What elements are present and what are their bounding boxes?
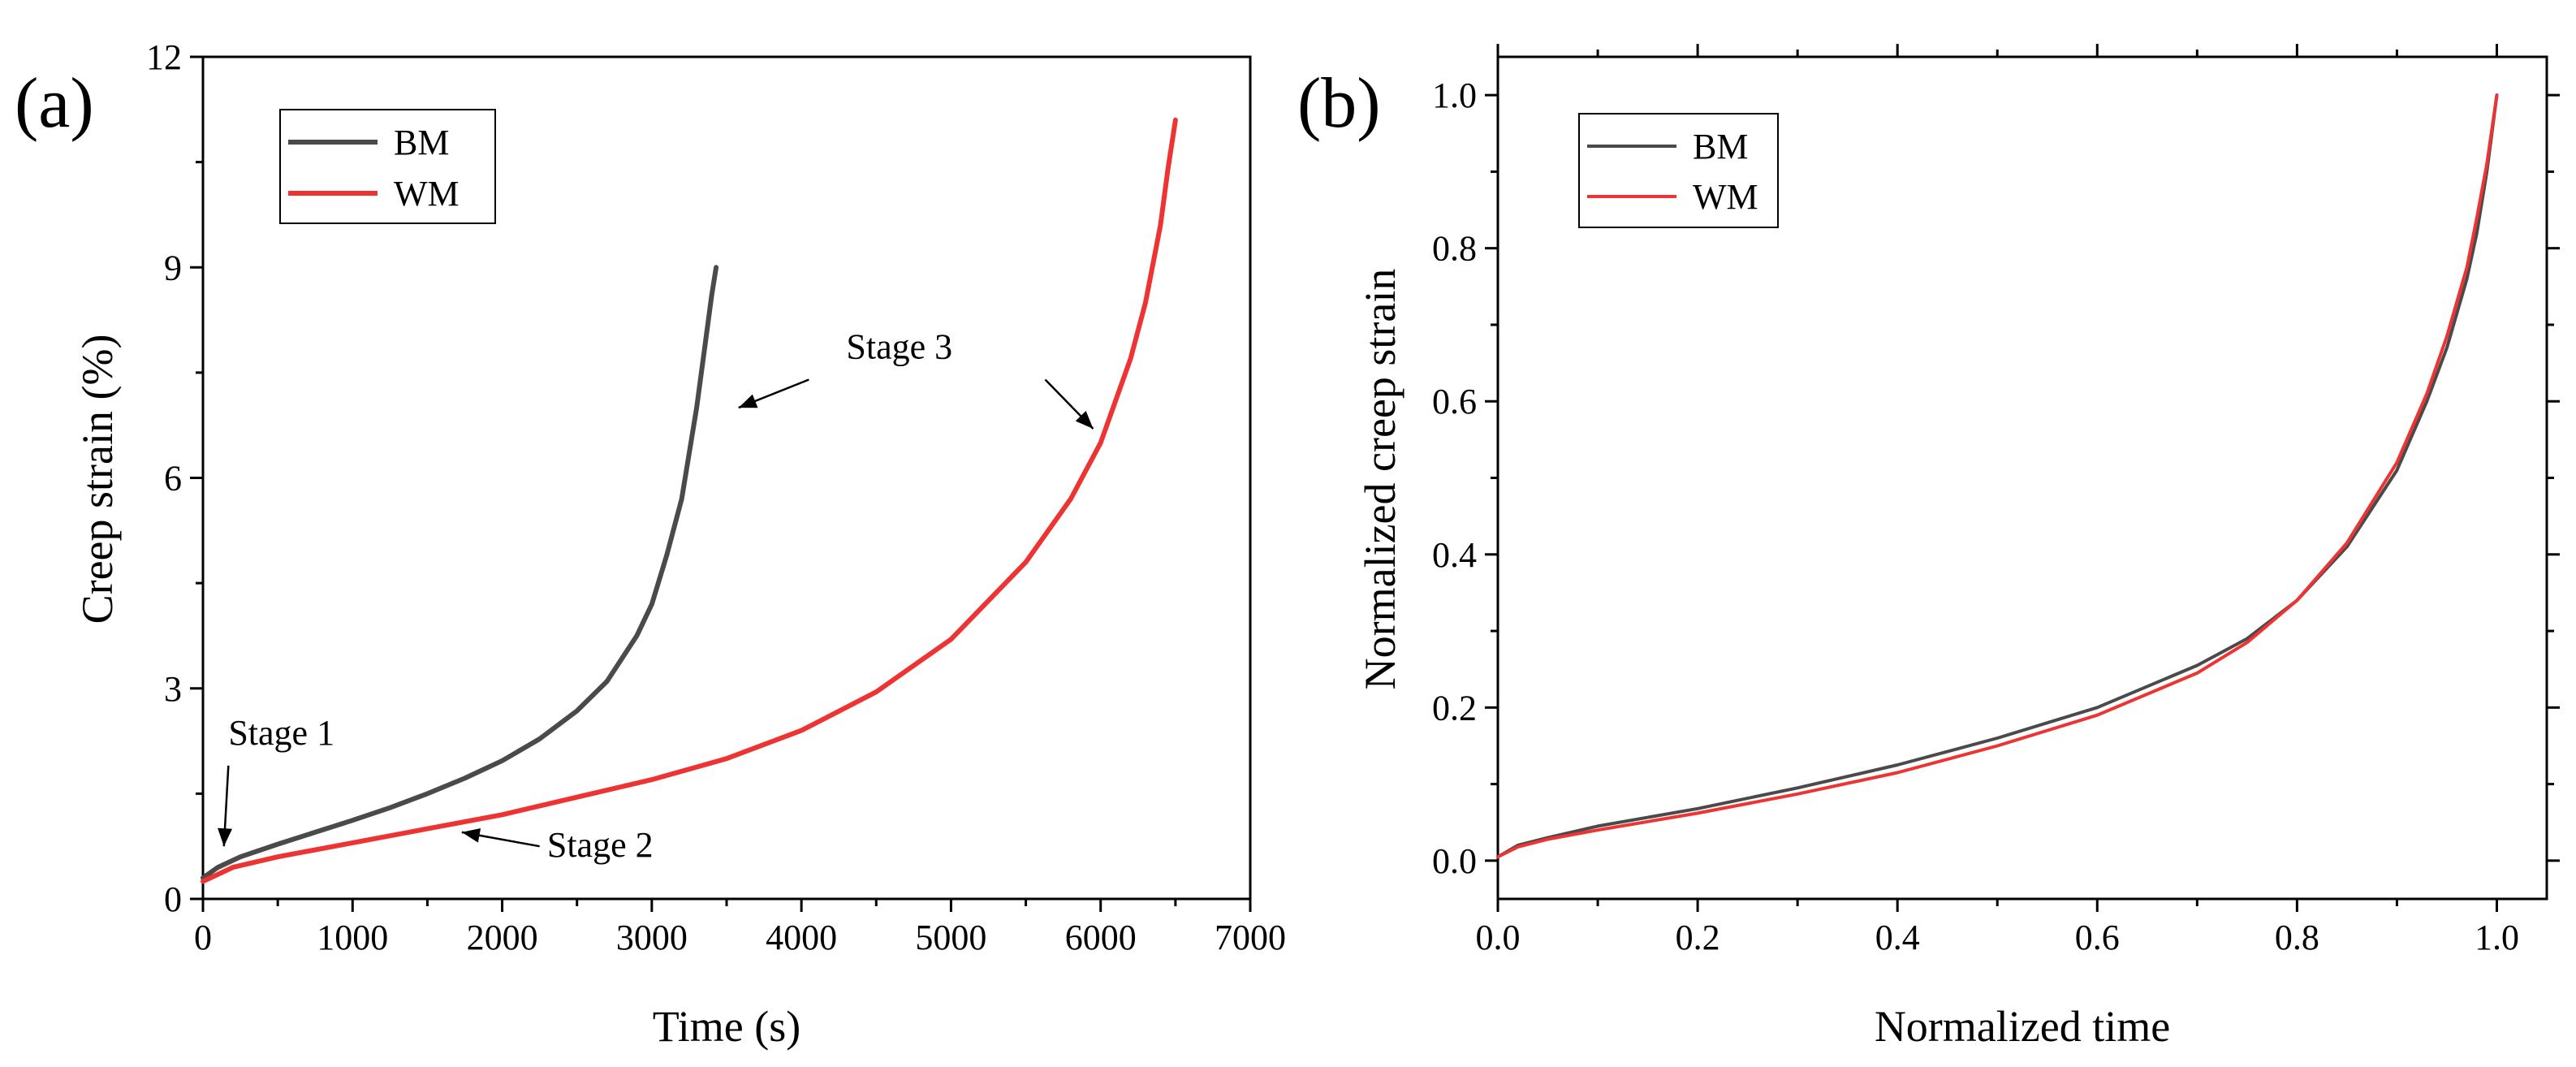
panel-a-x-tick-label: 1000 [317, 918, 388, 957]
panel-a-annotation-arrowhead [461, 827, 481, 843]
panel-b-y-axis-title: Normalized creep strain [1356, 269, 1405, 690]
panel-b-y-tick-label: 0.6 [1432, 382, 1477, 421]
panel-a-legend-label-bm: BM [394, 123, 449, 162]
panel-a-legend-box [279, 109, 496, 224]
panel-a-x-tick-label: 4000 [766, 918, 837, 957]
panel-a-y-axis-title: Creep strain (%) [73, 335, 122, 624]
panel-a-annotation-arrowhead [738, 394, 758, 408]
panel-b-x-tick-label: 0.4 [1875, 918, 1920, 957]
panel-a-x-tick-label: 2000 [467, 918, 538, 957]
panel-a-legend: BM WM [279, 109, 496, 224]
panel-b-ticks: 0.0 0.2 0.4 0.6 0.8 1.0 0.0 0.2 0.4 0.6 0.8 1.0 [1432, 44, 2560, 957]
panel-b-x-tick-label: 0.6 [2075, 918, 2120, 957]
panel-b-y-tick-label: 0.8 [1432, 229, 1477, 269]
panel-a-annotations: Stage 1 Stage 2 Stage 3 [218, 327, 1094, 865]
panel-a-annotation-label: Stage 3 [846, 327, 952, 367]
panel-b-x-axis-title: Normalized time [1875, 1002, 2170, 1051]
panel-a-y-tick-label: 12 [146, 37, 182, 77]
panel-a-x-axis-title: Time (s) [653, 1002, 801, 1051]
panel-b-y-tick-label: 0.0 [1432, 841, 1477, 881]
panel-a-x-tick-label: 5000 [915, 918, 986, 957]
panel-a-x-tick-label: 0 [194, 918, 212, 957]
panel-b-legend-box [1578, 113, 1779, 228]
panel-a-series-bm-line [201, 265, 719, 881]
panel-b-series [1496, 93, 2499, 859]
panel-a-x-tick-label: 7000 [1215, 918, 1286, 957]
panel-b-series-bm-line [1496, 93, 2499, 859]
panel-a-annotation-arrowhead [218, 827, 233, 847]
panel-a-ticks: 0 1000 2000 3000 4000 5000 6000 7000 0 3 6 9 12 [146, 37, 1286, 957]
panel-a-y-tick-label: 6 [164, 459, 182, 499]
panel-a-y-tick-label: 0 [164, 879, 182, 919]
panel-a-annotation-label: Stage 2 [547, 825, 654, 865]
panel-a-annotation-arrowhead [1075, 410, 1094, 430]
panel-a-legend-label-wm: WM [394, 174, 460, 214]
panel-b-legend: BM WM [1578, 113, 1779, 228]
panel-b-label: (b) [1297, 64, 1381, 143]
panel-a-x-tick-label: 3000 [616, 918, 688, 957]
panel-b-normalized: (b) 0.0 0.2 0.4 0.6 0.8 1.0 0.0 0.2 0.4 0.6 0.8 1.0… [1297, 44, 2560, 1051]
panel-a-annotation-label: Stage 1 [228, 713, 334, 753]
panel-b-legend-label-bm: BM [1693, 127, 1748, 166]
panel-a-series-wm-line [201, 117, 1178, 884]
panel-b-legend-label-wm: WM [1693, 177, 1758, 217]
panel-b-x-tick-label: 1.0 [2475, 918, 2519, 957]
panel-b-y-tick-label: 0.4 [1432, 535, 1477, 575]
panel-a-x-tick-label: 6000 [1065, 918, 1137, 957]
panel-b-series-wm-line [1496, 93, 2499, 859]
panel-b-y-tick-label: 0.2 [1432, 688, 1477, 728]
panel-b-x-tick-label: 0.0 [1476, 918, 1521, 957]
panel-a-label: (a) [15, 64, 94, 143]
panel-b-x-tick-label: 0.8 [2275, 918, 2319, 957]
panel-a-series [201, 117, 1178, 884]
panel-b-y-tick-label: 1.0 [1432, 76, 1477, 115]
panel-b-x-tick-label: 0.2 [1676, 918, 1720, 957]
panel-a-y-tick-label: 9 [164, 248, 182, 287]
panel-a-creep-strain-vs-time: (a) 0 1000 2000 3000 4000 5000 6000 7000036912 … [15, 37, 1286, 1051]
panel-a-y-tick-label: 3 [164, 669, 182, 709]
